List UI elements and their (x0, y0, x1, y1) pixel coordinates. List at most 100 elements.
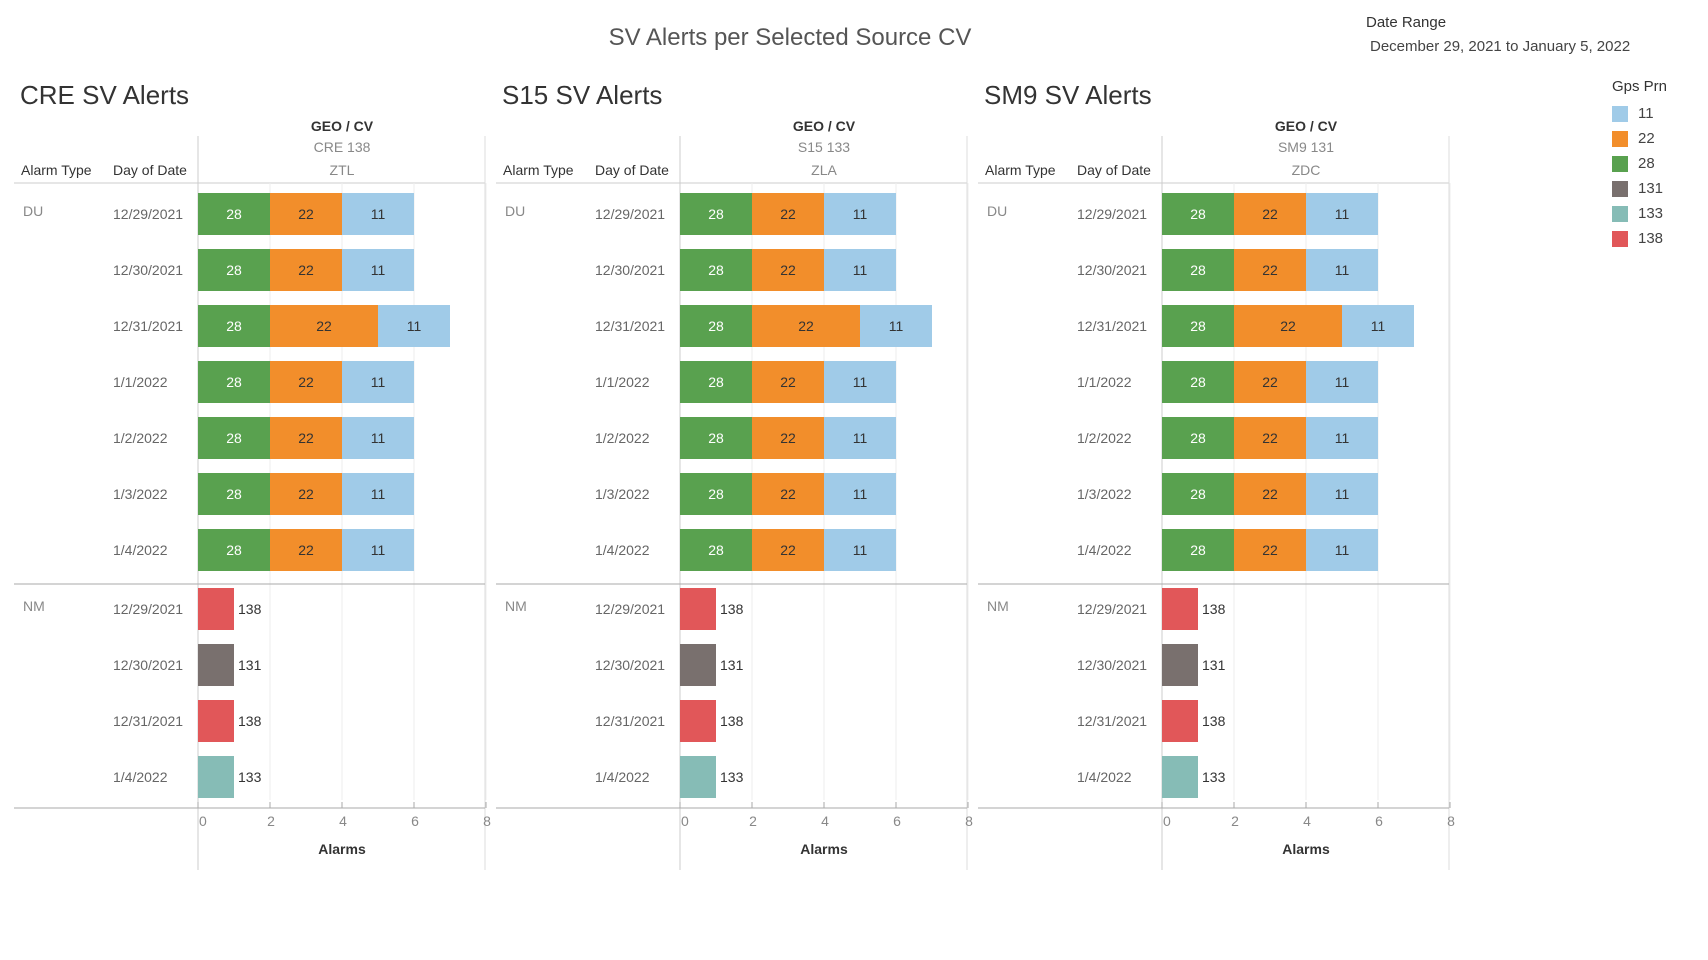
bar-label: 11 (853, 542, 868, 558)
bar-segment-prn-11[interactable] (824, 193, 896, 235)
bar-segment-prn-11[interactable] (342, 473, 414, 515)
legend-item[interactable]: 138 (1612, 226, 1702, 251)
bar-segment-prn-22[interactable] (270, 529, 342, 571)
bar-label: 133 (1202, 769, 1226, 785)
bar-segment-prn-11[interactable] (860, 305, 932, 347)
bar-segment-prn-11[interactable] (824, 529, 896, 571)
bar-segment-prn-11[interactable] (1306, 473, 1378, 515)
bar-segment-prn-133[interactable] (680, 756, 716, 798)
bar-segment-prn-22[interactable] (752, 361, 824, 403)
x-tick-label: 0 (1163, 813, 1171, 829)
bar-segment-prn-28[interactable] (198, 529, 270, 571)
bar-segment-prn-138[interactable] (680, 588, 716, 630)
bar-segment-prn-133[interactable] (198, 756, 234, 798)
bar-segment-prn-11[interactable] (342, 417, 414, 459)
cv-header: CRE 138 (314, 139, 371, 155)
bar-segment-prn-28[interactable] (198, 249, 270, 291)
legend-item[interactable]: 22 (1612, 126, 1702, 151)
bar-segment-prn-28[interactable] (1162, 193, 1234, 235)
bar-segment-prn-28[interactable] (1162, 417, 1234, 459)
bar-segment-prn-28[interactable] (680, 361, 752, 403)
legend-item[interactable]: 131 (1612, 176, 1702, 201)
bar-segment-prn-11[interactable] (1306, 361, 1378, 403)
bar-segment-prn-22[interactable] (270, 193, 342, 235)
bar-segment-prn-28[interactable] (198, 361, 270, 403)
bar-segment-prn-11[interactable] (342, 249, 414, 291)
x-tick-label: 0 (199, 813, 207, 829)
bar-segment-prn-22[interactable] (1234, 249, 1306, 291)
bar-segment-prn-131[interactable] (1162, 644, 1198, 686)
date-label: 1/1/2022 (595, 374, 650, 390)
bar-segment-prn-138[interactable] (1162, 700, 1198, 742)
bar-segment-prn-22[interactable] (752, 529, 824, 571)
bar-segment-prn-22[interactable] (1234, 193, 1306, 235)
x-axis-label: Alarms (800, 841, 848, 857)
bar-segment-prn-28[interactable] (1162, 249, 1234, 291)
bar-segment-prn-133[interactable] (1162, 756, 1198, 798)
bar-segment-prn-22[interactable] (752, 473, 824, 515)
bar-segment-prn-28[interactable] (680, 417, 752, 459)
date-label: 1/2/2022 (113, 430, 168, 446)
bar-segment-prn-22[interactable] (752, 417, 824, 459)
bar-segment-prn-28[interactable] (680, 305, 752, 347)
bar-segment-prn-22[interactable] (752, 249, 824, 291)
bar-segment-prn-11[interactable] (1306, 249, 1378, 291)
bar-segment-prn-11[interactable] (342, 193, 414, 235)
bar-segment-prn-138[interactable] (1162, 588, 1198, 630)
bar-label: 28 (1190, 486, 1206, 502)
bar-label: 22 (780, 430, 796, 446)
date-label: 1/3/2022 (113, 486, 168, 502)
legend-item[interactable]: 133 (1612, 201, 1702, 226)
bar-segment-prn-11[interactable] (824, 473, 896, 515)
bar-segment-prn-22[interactable] (270, 361, 342, 403)
bar-label: 11 (407, 318, 422, 334)
legend-item[interactable]: 11 (1612, 101, 1702, 126)
bar-segment-prn-138[interactable] (198, 700, 234, 742)
bar-segment-prn-28[interactable] (1162, 473, 1234, 515)
bar-segment-prn-138[interactable] (680, 700, 716, 742)
bar-segment-prn-22[interactable] (1234, 361, 1306, 403)
bar-segment-prn-11[interactable] (342, 529, 414, 571)
bar-segment-prn-22[interactable] (270, 417, 342, 459)
bar-segment-prn-11[interactable] (1306, 529, 1378, 571)
bar-segment-prn-28[interactable] (1162, 529, 1234, 571)
bar-segment-prn-11[interactable] (824, 417, 896, 459)
chart-svg: GEO / CV CRE 138 ZTL Alarm Type Day of Date D… (14, 118, 491, 870)
bar-segment-prn-11[interactable] (824, 249, 896, 291)
bar-segment-prn-11[interactable] (342, 361, 414, 403)
legend-item[interactable]: 28 (1612, 151, 1702, 176)
alarm-type-label: NM (505, 598, 527, 614)
bar-segment-prn-131[interactable] (198, 644, 234, 686)
bar-segment-prn-28[interactable] (198, 473, 270, 515)
bar-label: 11 (1371, 318, 1386, 334)
bar-segment-prn-28[interactable] (1162, 361, 1234, 403)
bar-segment-prn-11[interactable] (378, 305, 450, 347)
bar-segment-prn-11[interactable] (1306, 193, 1378, 235)
bar-segment-prn-22[interactable] (1234, 529, 1306, 571)
bar-label: 28 (1190, 206, 1206, 222)
bar-segment-prn-28[interactable] (198, 305, 270, 347)
bar-segment-prn-28[interactable] (680, 529, 752, 571)
bar-segment-prn-11[interactable] (1306, 417, 1378, 459)
bar-segment-prn-22[interactable] (270, 249, 342, 291)
bar-segment-prn-28[interactable] (680, 193, 752, 235)
bar-segment-prn-22[interactable] (752, 305, 860, 347)
bar-segment-prn-22[interactable] (1234, 417, 1306, 459)
bar-segment-prn-131[interactable] (680, 644, 716, 686)
bar-segment-prn-28[interactable] (198, 417, 270, 459)
bar-segment-prn-28[interactable] (198, 193, 270, 235)
date-range-value[interactable]: December 29, 2021 to January 5, 2022 (1370, 38, 1631, 55)
bar-segment-prn-22[interactable] (1234, 305, 1342, 347)
bar-segment-prn-22[interactable] (270, 473, 342, 515)
bar-segment-prn-11[interactable] (1342, 305, 1414, 347)
bar-label: 11 (371, 262, 386, 278)
bar-segment-prn-22[interactable] (1234, 473, 1306, 515)
bar-segment-prn-28[interactable] (680, 473, 752, 515)
bar-segment-prn-11[interactable] (824, 361, 896, 403)
bar-label: 22 (298, 262, 314, 278)
bar-segment-prn-28[interactable] (680, 249, 752, 291)
bar-segment-prn-28[interactable] (1162, 305, 1234, 347)
bar-segment-prn-138[interactable] (198, 588, 234, 630)
bar-segment-prn-22[interactable] (270, 305, 378, 347)
bar-segment-prn-22[interactable] (752, 193, 824, 235)
